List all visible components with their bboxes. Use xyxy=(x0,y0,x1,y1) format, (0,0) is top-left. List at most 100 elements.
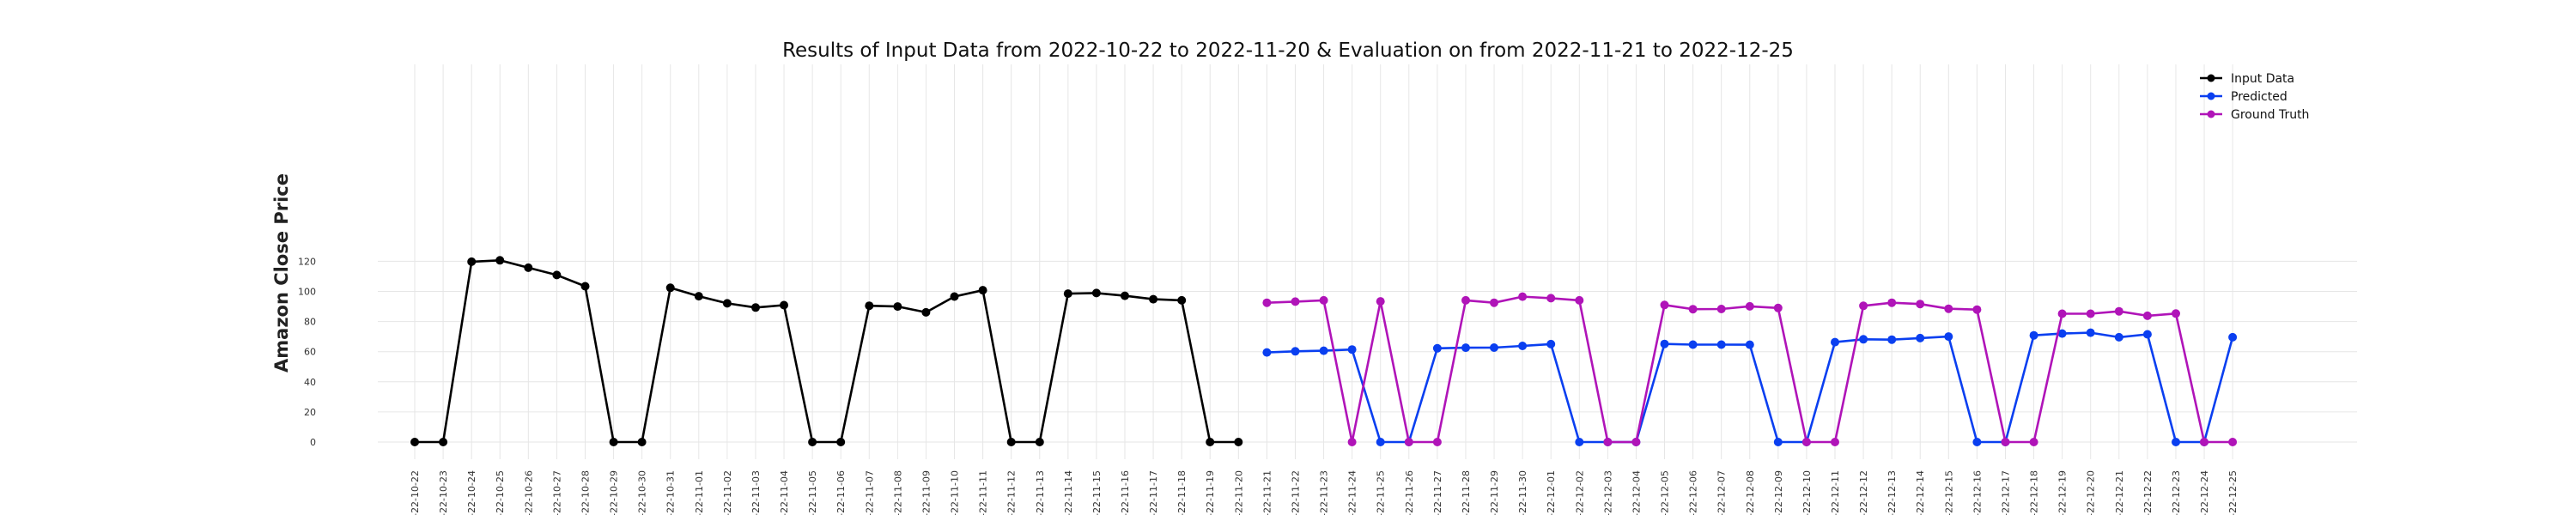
data-point xyxy=(1716,305,1726,313)
x-tick-label: -22-12-13 xyxy=(1886,470,1898,515)
x-tick-label: -22-12-12 xyxy=(1858,470,1869,515)
x-tick-label: -22-12-10 xyxy=(1801,470,1813,515)
legend-item: Input Data xyxy=(2200,72,2294,86)
data-point xyxy=(1546,294,1556,303)
x-tick-label: -22-12-16 xyxy=(1971,470,1983,515)
x-tick-label: -22-12-15 xyxy=(1943,470,1954,515)
x-tick-label: -22-11-02 xyxy=(722,470,733,515)
data-point xyxy=(2086,328,2095,337)
legend-item: Ground Truth xyxy=(2200,108,2309,122)
x-tick-label: -22-10-25 xyxy=(495,470,506,515)
x-tick-label: -22-11-29 xyxy=(1489,470,1500,515)
data-point xyxy=(665,283,675,293)
grid xyxy=(378,64,2357,459)
x-tick-label: -22-12-08 xyxy=(1745,470,1756,515)
data-point xyxy=(2142,330,2152,339)
x-tick-label: -22-11-16 xyxy=(1120,470,1131,515)
data-point xyxy=(410,438,419,446)
x-tick-label: -22-11-01 xyxy=(694,470,705,515)
data-point xyxy=(467,257,477,266)
data-point xyxy=(1716,340,1726,349)
y-tick-label: 80 xyxy=(304,317,316,328)
data-point xyxy=(2029,330,2038,340)
data-point xyxy=(1461,343,1470,353)
x-tick-label: -22-11-06 xyxy=(835,470,847,515)
data-point xyxy=(722,299,732,308)
y-tick-label: 0 xyxy=(310,437,316,448)
x-tick-label: -22-12-22 xyxy=(2142,470,2154,515)
data-point xyxy=(1916,333,1925,342)
x-tick-label: -22-12-20 xyxy=(2086,470,2097,515)
data-point xyxy=(1801,438,1811,446)
x-tick-label: -22-12-21 xyxy=(2114,470,2125,515)
x-tick-label: -22-11-19 xyxy=(1205,470,1216,515)
data-point xyxy=(580,282,590,291)
data-point xyxy=(1546,339,1556,348)
x-tick-label: -22-12-06 xyxy=(1688,470,1699,515)
data-point xyxy=(1432,343,1442,353)
x-tick-label: -22-11-23 xyxy=(1319,470,1330,515)
x-tick-label: -22-11-26 xyxy=(1404,470,1415,515)
data-point xyxy=(1745,301,1754,311)
data-point xyxy=(780,300,788,310)
x-tick-label: -22-10-23 xyxy=(438,470,449,515)
data-point xyxy=(2172,309,2180,318)
legend-swatch-marker xyxy=(2207,74,2215,82)
data-point xyxy=(1404,438,1413,446)
data-point xyxy=(495,256,505,265)
data-point xyxy=(1518,342,1528,350)
x-axis-ticks: -22-10-22 -22-10-23 -22-10-24 -22-10-25 -22-… xyxy=(410,470,2239,515)
x-tick-label: -22-12-25 xyxy=(2227,470,2239,515)
data-point xyxy=(808,438,817,446)
x-tick-label: -22-11-22 xyxy=(1290,470,1301,515)
x-tick-label: -22-11-12 xyxy=(1006,470,1018,515)
x-tick-label: -22-12-09 xyxy=(1773,470,1784,515)
x-tick-label: -22-11-17 xyxy=(1148,470,1159,515)
x-tick-label: -22-12-01 xyxy=(1546,470,1557,515)
series-predicted xyxy=(1262,328,2238,446)
data-point xyxy=(1063,289,1072,299)
data-point xyxy=(1206,438,1215,446)
data-point xyxy=(1262,298,1272,307)
data-point xyxy=(1603,438,1613,446)
data-point xyxy=(1916,300,1925,309)
x-tick-label: -22-11-27 xyxy=(1432,470,1443,515)
y-tick-label: 60 xyxy=(304,347,316,358)
data-point xyxy=(1262,348,1272,357)
chart-title: Results of Input Data from 2022-10-22 to… xyxy=(782,39,1794,62)
x-tick-label: -22-11-14 xyxy=(1063,470,1074,515)
data-point xyxy=(2057,309,2067,318)
data-point xyxy=(1575,438,1584,446)
data-point xyxy=(1944,332,1953,342)
data-point xyxy=(2114,332,2123,342)
data-point xyxy=(637,438,647,446)
data-point xyxy=(1660,339,1669,348)
x-tick-label: -22-12-24 xyxy=(2199,470,2210,515)
data-point xyxy=(1432,438,1442,446)
x-tick-label: -22-12-02 xyxy=(1574,470,1585,515)
x-tick-label: -22-11-28 xyxy=(1461,470,1472,515)
x-tick-label: -22-11-10 xyxy=(950,470,961,515)
x-tick-label: -22-11-25 xyxy=(1376,470,1387,515)
data-point xyxy=(1773,303,1783,312)
x-tick-label: -22-11-09 xyxy=(920,470,932,515)
data-point xyxy=(1291,347,1300,356)
legend-label: Predicted xyxy=(2231,90,2287,104)
data-point xyxy=(1831,438,1839,446)
x-tick-label: -22-10-27 xyxy=(551,470,562,515)
data-point xyxy=(1376,297,1385,306)
x-tick-label: -22-12-14 xyxy=(1915,470,1926,515)
series-input-data xyxy=(410,256,1243,446)
data-point xyxy=(1347,345,1357,354)
data-point xyxy=(1461,295,1470,305)
data-point xyxy=(1319,295,1328,305)
legend-label: Ground Truth xyxy=(2231,108,2309,122)
x-tick-label: -22-10-24 xyxy=(466,470,477,515)
data-point xyxy=(2172,438,2180,446)
x-tick-label: -22-12-05 xyxy=(1660,470,1671,515)
data-point xyxy=(1859,335,1868,344)
data-point xyxy=(1121,291,1129,300)
x-tick-label: -22-11-08 xyxy=(892,470,903,515)
x-tick-label: -22-12-18 xyxy=(2029,470,2040,515)
